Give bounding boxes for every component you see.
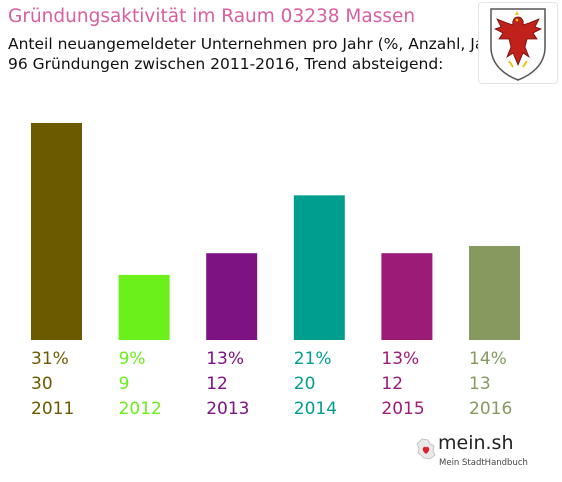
- count-label-2013: 12: [206, 374, 228, 394]
- germany-map-heart-icon: [416, 438, 436, 460]
- percent-label-2016: 14%: [469, 349, 507, 369]
- bar-2013: [206, 253, 258, 340]
- brandenburg-eagle-crest-icon: [478, 2, 558, 84]
- count-label-2014: 20: [294, 374, 316, 394]
- year-label-2016: 2016: [469, 399, 512, 419]
- brand-tagline: Mein StadtHandbuch: [439, 458, 528, 468]
- bar-2015: [381, 253, 433, 340]
- percent-label-2011: 31%: [31, 349, 69, 369]
- chart-summary: 96 Gründungen zwischen 2011-2016, Trend …: [8, 55, 444, 73]
- percent-label-2013: 13%: [206, 349, 244, 369]
- bar-2016: [469, 245, 520, 340]
- year-label-2013: 2013: [206, 399, 249, 419]
- percent-label-2012: 9%: [119, 349, 146, 369]
- percent-label-2014: 21%: [294, 349, 332, 369]
- bar-2014: [293, 195, 345, 340]
- count-label-2016: 13: [469, 374, 491, 394]
- count-label-2011: 30: [31, 374, 53, 394]
- percent-label-2015: 13%: [381, 349, 419, 369]
- year-label-2015: 2015: [381, 399, 424, 419]
- brand-logo: mein.sh Mein StadtHandbuch: [414, 430, 528, 474]
- chart-subtitle: Anteil neuangemeldeter Unternehmen pro J…: [8, 35, 507, 53]
- brand-name: mein.sh: [438, 432, 514, 454]
- bar-2011: [31, 123, 82, 340]
- year-label-2011: 2011: [31, 399, 74, 419]
- chart-title: Gründungsaktivität im Raum 03238 Massen: [8, 6, 416, 27]
- count-label-2012: 9: [119, 374, 130, 394]
- bar-2012: [118, 274, 170, 340]
- year-label-2012: 2012: [119, 399, 162, 419]
- year-label-2014: 2014: [294, 399, 337, 419]
- count-label-2015: 12: [381, 374, 403, 394]
